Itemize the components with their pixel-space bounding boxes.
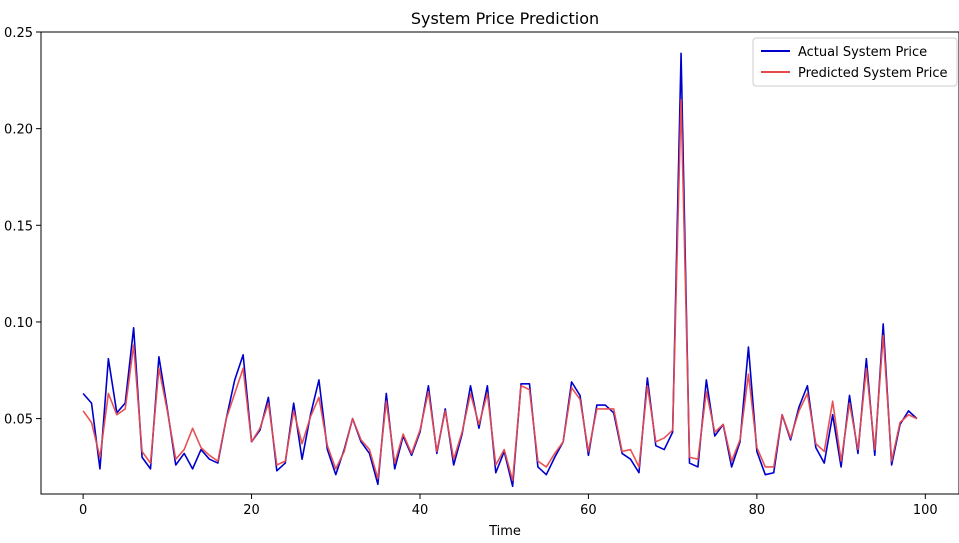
y-tick-label: 0.10 xyxy=(4,316,33,331)
x-tick-label: 100 xyxy=(913,503,938,518)
series-layer xyxy=(82,52,918,488)
y-axis: 0.05 0.10 0.15 0.20 0.25 xyxy=(4,26,41,428)
x-axis: 0 20 40 60 80 100 xyxy=(79,494,938,518)
chart-title: System Price Prediction xyxy=(411,9,599,28)
y-tick-label: 0.20 xyxy=(4,123,33,138)
y-tick-label: 0.25 xyxy=(4,26,33,41)
legend: Actual System Price Predicted System Pri… xyxy=(752,37,958,87)
legend-frame xyxy=(752,37,958,87)
plot-area: 0 20 40 60 80 100 0.05 0.10 0.15 0.20 0.25 xyxy=(4,26,959,518)
legend-label-predicted: Predicted System Price xyxy=(798,66,947,81)
x-tick-label: 20 xyxy=(243,503,260,518)
series-line-predicted xyxy=(82,98,918,482)
x-tick-label: 60 xyxy=(580,503,597,518)
x-axis-label: Time xyxy=(488,524,521,539)
y-tick-label: 0.05 xyxy=(4,413,33,428)
x-tick-label: 0 xyxy=(79,503,87,518)
plot-frame xyxy=(40,31,959,495)
x-tick-label: 40 xyxy=(412,503,429,518)
y-tick-label: 0.15 xyxy=(4,219,33,234)
legend-label-actual: Actual System Price xyxy=(798,45,927,60)
x-tick-label: 80 xyxy=(749,503,766,518)
